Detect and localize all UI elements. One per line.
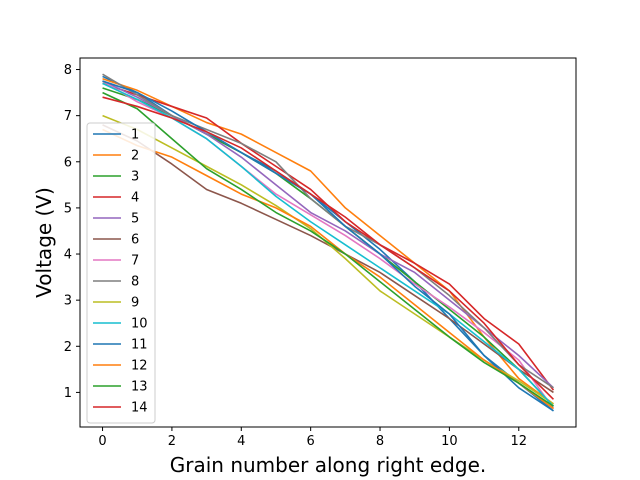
legend-label-12: 12 [131, 359, 148, 374]
legend-label-6: 6 [131, 233, 139, 248]
legend-label-3: 3 [131, 170, 139, 185]
x-tick-label: 8 [376, 434, 384, 449]
legend-label-8: 8 [131, 275, 139, 290]
x-tick-label: 6 [307, 434, 315, 449]
series-line-8 [102, 73, 554, 389]
y-tick-label: 1 [64, 386, 72, 401]
legend-label-7: 7 [131, 254, 139, 269]
series-line-11 [102, 80, 554, 412]
y-tick-label: 2 [64, 340, 72, 355]
series-line-10 [102, 82, 555, 407]
legend-label-10: 10 [131, 317, 148, 332]
y-tick-label: 3 [64, 294, 72, 309]
legend-label-14: 14 [131, 401, 148, 416]
plot-frame [79, 57, 577, 428]
series-line-14 [102, 96, 555, 400]
y-tick-label: 7 [64, 109, 72, 124]
y-tick-label: 5 [64, 201, 72, 216]
x-tick-label: 2 [168, 434, 176, 449]
y-tick-label: 6 [64, 155, 72, 170]
legend-label-4: 4 [131, 191, 139, 206]
legend-label-5: 5 [131, 212, 139, 227]
legend-label-11: 11 [131, 338, 148, 353]
series-lines [102, 73, 555, 412]
x-tick-label: 0 [98, 434, 106, 449]
legend-label-9: 9 [131, 296, 139, 311]
legend-label-2: 2 [131, 149, 139, 164]
legend-label-1: 1 [131, 128, 139, 143]
y-axis-label: Voltage (V) [32, 187, 56, 298]
y-tick-label: 4 [64, 248, 72, 263]
y-axis-ticks: 1 2 3 4 5 6 7 8 [64, 63, 80, 401]
series-line-13 [102, 91, 554, 407]
x-tick-label: 12 [510, 434, 527, 449]
x-axis-ticks: 0 2 4 6 8 10 12 [98, 427, 527, 449]
y-tick-label: 8 [64, 63, 72, 78]
x-axis-label: Grain number along right edge. [170, 453, 486, 477]
series-line-12 [102, 128, 554, 410]
x-tick-label: 10 [441, 434, 458, 449]
legend-box [86, 122, 156, 424]
series-line-6 [102, 124, 554, 394]
legend-label-13: 13 [131, 380, 148, 395]
x-tick-label: 4 [237, 434, 245, 449]
